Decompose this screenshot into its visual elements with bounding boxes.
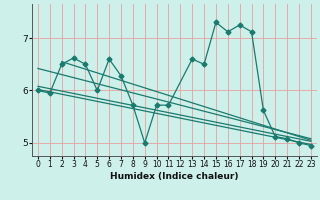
- X-axis label: Humidex (Indice chaleur): Humidex (Indice chaleur): [110, 172, 239, 181]
